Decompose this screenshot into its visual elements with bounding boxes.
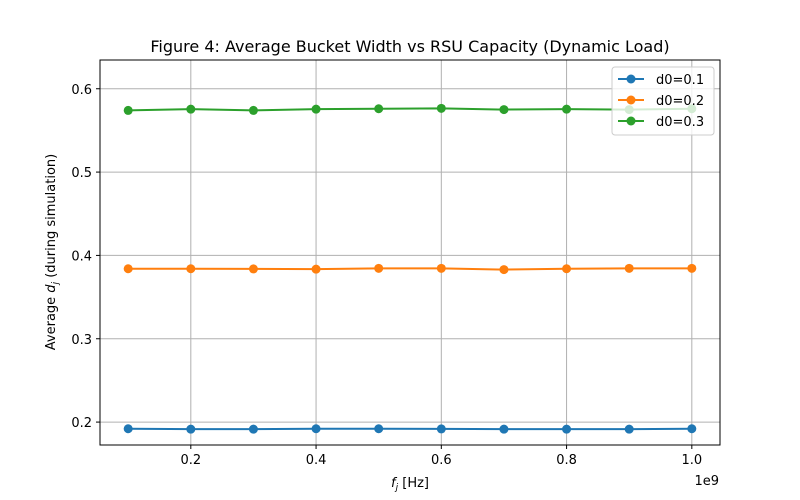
series-layer [123, 103, 697, 434]
data-point [436, 263, 446, 273]
legend-marker [626, 116, 636, 126]
data-point [186, 264, 196, 274]
data-point [311, 424, 321, 434]
data-point [248, 105, 258, 115]
data-point [499, 424, 509, 434]
data-point [687, 263, 697, 273]
data-point [123, 105, 133, 115]
legend-item: d0=0.1 [618, 73, 704, 88]
series-line [128, 267, 692, 271]
data-point [374, 424, 384, 434]
data-point [248, 264, 258, 274]
legend: d0=0.1 d0=0.2 d0=0.3 [611, 66, 715, 136]
data-point [499, 105, 509, 115]
y-tick-label: 0.2 [71, 416, 92, 431]
x-tick-label: 1.0 [681, 453, 702, 468]
data-point [562, 104, 572, 114]
data-point [186, 424, 196, 434]
legend-box [611, 66, 715, 136]
data-point [499, 265, 509, 275]
x-tick-label: 0.4 [306, 453, 327, 468]
x-tick-label: 0.8 [556, 453, 577, 468]
data-point [248, 424, 258, 434]
data-point [374, 104, 384, 114]
x-tick-label: 0.2 [180, 453, 201, 468]
data-point [123, 264, 133, 274]
ticks: 0.2 0.4 0.6 0.8 1.0 0.2 0.3 0.4 0.5 0.6 [71, 83, 702, 468]
legend-marker [626, 95, 636, 105]
legend-item: d0=0.2 [618, 94, 704, 109]
series-line [128, 107, 692, 112]
legend-label: d0=0.1 [656, 73, 704, 88]
legend-label: d0=0.3 [656, 115, 704, 130]
x-axis-label: fj [Hz] [391, 476, 429, 493]
y-tick-label: 0.6 [71, 83, 92, 98]
data-point [624, 424, 634, 434]
y-tick-label: 0.3 [71, 333, 92, 348]
y-axis-label: Average dj (during simulation) [44, 154, 61, 350]
data-point [562, 424, 572, 434]
data-point [436, 103, 446, 113]
data-point [311, 104, 321, 114]
data-point [436, 424, 446, 434]
data-point [311, 264, 321, 274]
x-tick-label: 0.6 [431, 453, 452, 468]
data-point [624, 263, 634, 273]
chart-title: Figure 4: Average Bucket Width vs RSU Ca… [150, 37, 669, 56]
y-tick-label: 0.4 [71, 249, 92, 264]
data-point [123, 424, 133, 434]
plot-frame [99, 59, 721, 446]
data-point [562, 264, 572, 274]
legend-marker [626, 74, 636, 84]
y-tick-label: 0.5 [71, 166, 92, 181]
data-point [687, 424, 697, 434]
data-point [186, 104, 196, 114]
x-offset-label: 1e9 [694, 474, 719, 489]
data-point [374, 263, 384, 273]
legend-item: d0=0.3 [618, 115, 704, 130]
series-1 [123, 424, 697, 434]
legend-label: d0=0.2 [656, 94, 704, 109]
series-2 [123, 263, 697, 275]
